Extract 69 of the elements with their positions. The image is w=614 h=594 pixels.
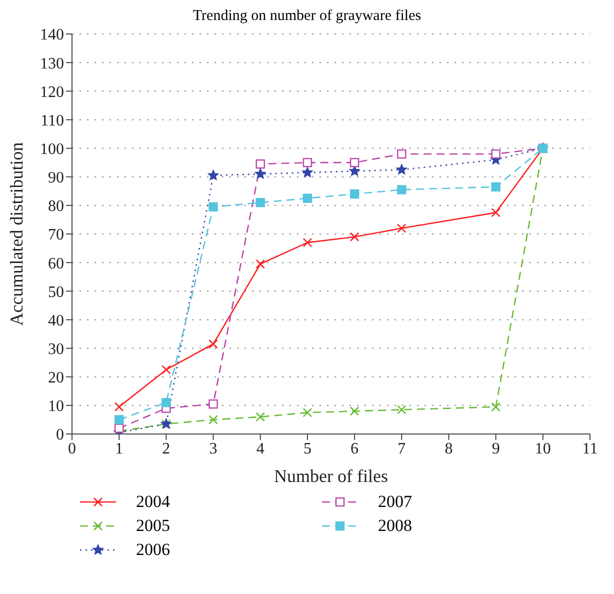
x-tick-label: 11 bbox=[582, 440, 598, 458]
x-tick-label: 6 bbox=[350, 440, 359, 458]
y-tick-label: 0 bbox=[56, 426, 64, 444]
y-tick-label: 110 bbox=[40, 112, 64, 130]
point bbox=[302, 194, 312, 203]
point bbox=[350, 232, 360, 242]
point bbox=[208, 202, 218, 212]
point bbox=[349, 166, 360, 176]
point bbox=[397, 185, 406, 194]
point bbox=[208, 339, 218, 349]
point bbox=[256, 198, 265, 208]
legend-label: 2004 bbox=[136, 492, 170, 512]
point bbox=[114, 402, 124, 412]
point bbox=[162, 365, 171, 374]
point bbox=[396, 164, 407, 174]
y-tick-label: 70 bbox=[48, 226, 64, 244]
x-tick-label: 0 bbox=[68, 440, 76, 458]
point bbox=[350, 158, 360, 168]
y-tick-label: 10 bbox=[48, 398, 64, 416]
x-tick-label: 2 bbox=[162, 440, 170, 458]
point bbox=[491, 402, 500, 412]
point bbox=[256, 159, 265, 169]
y-tick-label: 80 bbox=[48, 198, 64, 216]
y-axis-title: Accumulated distribution bbox=[6, 142, 26, 326]
y-tick-label: 30 bbox=[48, 340, 64, 358]
point bbox=[396, 224, 406, 233]
legend-label: 2007 bbox=[378, 492, 412, 512]
x-tick-label: 8 bbox=[444, 440, 453, 458]
point bbox=[397, 149, 406, 159]
point bbox=[162, 398, 171, 408]
x-tick-label: 9 bbox=[492, 440, 500, 458]
point bbox=[396, 405, 406, 414]
legend-label: 2005 bbox=[136, 516, 170, 536]
point bbox=[256, 412, 266, 422]
x-axis-title: Number of files bbox=[274, 466, 388, 486]
point bbox=[302, 408, 312, 418]
point bbox=[208, 415, 218, 424]
x-tick-label: 7 bbox=[398, 440, 406, 458]
y-tick-label: 140 bbox=[40, 26, 64, 44]
point bbox=[491, 182, 500, 192]
point bbox=[208, 170, 219, 180]
y-tick-label: 50 bbox=[48, 284, 64, 301]
x-tick-label: 3 bbox=[209, 440, 218, 458]
point bbox=[255, 168, 266, 179]
legend-label: 2008 bbox=[378, 516, 412, 536]
x-tick-label: 10 bbox=[534, 440, 551, 458]
y-tick-label: 20 bbox=[48, 370, 64, 387]
y-tick-label: 40 bbox=[48, 312, 64, 330]
point bbox=[256, 259, 266, 269]
legend-label: 2006 bbox=[136, 540, 170, 560]
point bbox=[491, 208, 500, 218]
point bbox=[302, 238, 312, 248]
x-tick-label: 1 bbox=[115, 440, 124, 458]
x-tick-label: 5 bbox=[303, 440, 312, 458]
point bbox=[491, 149, 500, 159]
x-tick-label: 4 bbox=[256, 440, 264, 458]
chart-title: Trending on number of grayware files bbox=[192, 8, 422, 26]
point bbox=[114, 415, 124, 424]
point bbox=[302, 158, 312, 168]
point bbox=[350, 406, 360, 416]
point bbox=[302, 167, 313, 178]
y-tick-label: 120 bbox=[40, 84, 64, 101]
y-tick-label: 90 bbox=[48, 170, 64, 187]
point bbox=[114, 424, 124, 433]
point bbox=[208, 399, 218, 409]
y-tick-label: 130 bbox=[40, 55, 64, 72]
point bbox=[350, 189, 360, 199]
y-tick-label: 100 bbox=[40, 140, 64, 158]
y-tick-label: 60 bbox=[48, 255, 64, 272]
